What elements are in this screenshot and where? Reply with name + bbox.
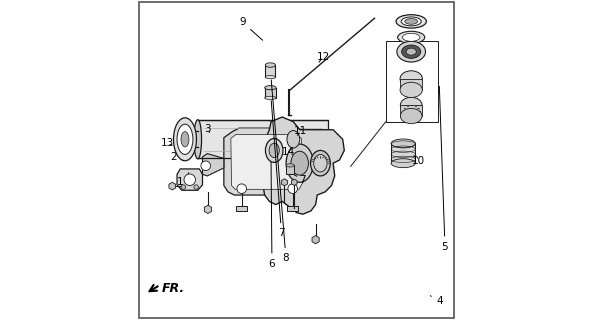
Ellipse shape	[264, 86, 276, 90]
Circle shape	[184, 174, 196, 186]
Bar	[197, 120, 329, 158]
Bar	[400, 79, 422, 90]
Circle shape	[181, 185, 186, 189]
Ellipse shape	[400, 71, 422, 87]
Text: 2: 2	[171, 152, 183, 162]
Bar	[385, 41, 438, 122]
Ellipse shape	[181, 132, 189, 147]
Ellipse shape	[401, 17, 421, 26]
Bar	[287, 206, 298, 211]
Bar	[391, 143, 415, 163]
Bar	[400, 105, 422, 116]
Polygon shape	[177, 169, 203, 190]
Text: 1: 1	[177, 173, 189, 187]
Text: 4: 4	[431, 296, 443, 306]
Text: 10: 10	[412, 156, 425, 166]
Ellipse shape	[194, 120, 202, 159]
Text: 7: 7	[271, 101, 285, 238]
Ellipse shape	[311, 150, 330, 176]
Ellipse shape	[401, 45, 421, 58]
Ellipse shape	[291, 151, 308, 175]
Ellipse shape	[174, 118, 196, 161]
Ellipse shape	[396, 15, 426, 28]
Text: 8: 8	[271, 80, 289, 263]
Text: 13: 13	[161, 139, 174, 148]
Text: 14: 14	[282, 147, 295, 160]
Circle shape	[194, 185, 199, 189]
Ellipse shape	[314, 155, 327, 172]
Ellipse shape	[391, 139, 415, 148]
Circle shape	[201, 161, 211, 171]
Polygon shape	[169, 182, 176, 190]
Ellipse shape	[266, 139, 283, 162]
Text: 5: 5	[439, 86, 448, 252]
Polygon shape	[205, 205, 212, 213]
Circle shape	[288, 184, 298, 194]
Bar	[236, 206, 247, 211]
Text: 12: 12	[316, 52, 330, 62]
Polygon shape	[312, 236, 319, 244]
Polygon shape	[203, 154, 224, 176]
Bar	[286, 165, 294, 174]
Ellipse shape	[286, 144, 313, 182]
Ellipse shape	[265, 63, 276, 67]
Ellipse shape	[264, 96, 276, 100]
Ellipse shape	[400, 108, 422, 124]
Text: FR.: FR.	[162, 282, 185, 295]
Text: 11: 11	[294, 126, 307, 136]
Ellipse shape	[405, 19, 417, 24]
Polygon shape	[292, 179, 297, 186]
Text: 7: 7	[295, 175, 306, 185]
Text: 9: 9	[239, 17, 263, 40]
Ellipse shape	[286, 164, 294, 167]
Polygon shape	[281, 179, 288, 186]
Ellipse shape	[398, 31, 425, 44]
Circle shape	[237, 184, 247, 194]
Ellipse shape	[400, 82, 422, 98]
Ellipse shape	[406, 48, 416, 55]
Text: 6: 6	[269, 162, 275, 268]
Ellipse shape	[265, 76, 276, 79]
Polygon shape	[262, 117, 345, 214]
Ellipse shape	[400, 97, 422, 113]
Ellipse shape	[287, 131, 299, 148]
Ellipse shape	[397, 41, 426, 62]
Ellipse shape	[177, 124, 193, 155]
Ellipse shape	[184, 131, 189, 147]
Bar	[264, 88, 276, 98]
Text: 3: 3	[205, 124, 211, 134]
Ellipse shape	[391, 159, 415, 168]
Bar	[265, 65, 276, 77]
Ellipse shape	[403, 33, 420, 41]
Polygon shape	[231, 134, 303, 189]
Polygon shape	[224, 128, 311, 195]
Ellipse shape	[269, 143, 279, 158]
